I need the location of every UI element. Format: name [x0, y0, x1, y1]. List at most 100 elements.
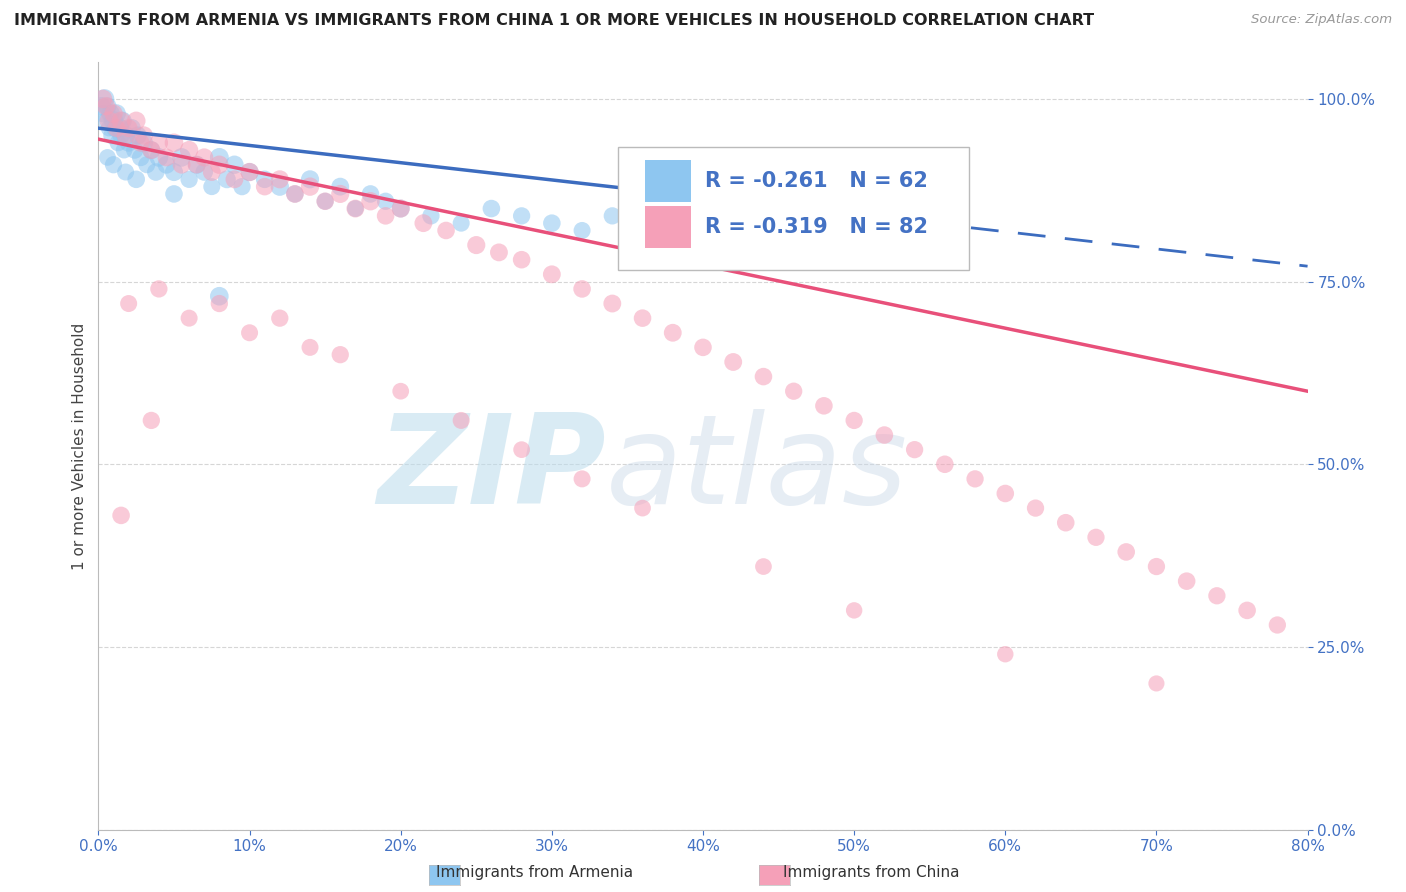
Point — [904, 442, 927, 457]
Point — [253, 179, 276, 194]
Y-axis label: 1 or more Vehicles in Household: 1 or more Vehicles in Household — [72, 322, 87, 570]
Point — [412, 216, 434, 230]
Point — [155, 158, 177, 172]
Point — [118, 121, 141, 136]
Point — [141, 413, 163, 427]
Point — [602, 296, 624, 310]
Point — [510, 209, 533, 223]
Point — [208, 150, 231, 164]
Point — [110, 114, 132, 128]
Point — [103, 106, 125, 120]
Point — [1267, 618, 1289, 632]
Point — [107, 136, 129, 150]
Point — [193, 165, 215, 179]
Point — [873, 428, 896, 442]
Point — [329, 179, 352, 194]
FancyBboxPatch shape — [619, 147, 969, 269]
Point — [1206, 589, 1229, 603]
Point — [114, 128, 136, 143]
Point — [96, 150, 118, 164]
Point — [201, 165, 224, 179]
Point — [571, 223, 593, 237]
Point — [481, 202, 503, 216]
Point — [239, 165, 262, 179]
Point — [170, 150, 193, 164]
Point — [224, 172, 246, 186]
Point — [661, 326, 683, 340]
Point — [129, 136, 152, 150]
Point — [132, 136, 155, 150]
Point — [434, 223, 457, 237]
Point — [1024, 501, 1046, 516]
Point — [135, 158, 157, 172]
Point — [224, 158, 246, 172]
Point — [360, 194, 382, 209]
Point — [540, 268, 562, 282]
Point — [124, 143, 146, 157]
Point — [374, 194, 396, 209]
Text: R = -0.319   N = 82: R = -0.319 N = 82 — [706, 218, 928, 237]
Point — [145, 165, 167, 179]
Point — [118, 136, 141, 150]
Point — [148, 282, 170, 296]
Point — [91, 92, 114, 106]
Point — [329, 348, 352, 362]
Point — [314, 194, 336, 209]
Point — [344, 202, 367, 216]
Point — [125, 172, 148, 186]
Point — [540, 216, 562, 230]
Point — [93, 92, 115, 106]
Point — [692, 340, 714, 354]
Point — [329, 186, 352, 201]
Point — [1085, 530, 1108, 544]
Text: IMMIGRANTS FROM ARMENIA VS IMMIGRANTS FROM CHINA 1 OR MORE VEHICLES IN HOUSEHOLD: IMMIGRANTS FROM ARMENIA VS IMMIGRANTS FR… — [14, 13, 1094, 29]
Point — [110, 128, 132, 143]
Point — [1175, 574, 1198, 589]
Point — [148, 136, 170, 150]
Point — [129, 150, 152, 164]
Point — [1144, 559, 1167, 574]
Point — [253, 172, 276, 186]
Point — [155, 150, 177, 164]
Point — [813, 399, 835, 413]
Point — [1054, 516, 1077, 530]
Point — [465, 238, 488, 252]
Point — [141, 143, 163, 157]
Point — [389, 202, 412, 216]
Point — [163, 136, 186, 150]
Point — [571, 472, 593, 486]
Point — [94, 99, 117, 113]
Point — [114, 128, 136, 143]
Point — [510, 442, 533, 457]
Text: Immigrants from Armenia: Immigrants from Armenia — [436, 865, 633, 880]
Point — [934, 457, 956, 471]
Point — [269, 179, 291, 194]
Point — [105, 106, 128, 120]
Point — [91, 106, 114, 120]
Point — [752, 559, 775, 574]
Point — [299, 172, 322, 186]
Point — [170, 158, 193, 172]
Text: ZIP: ZIP — [378, 409, 606, 530]
Point — [450, 216, 472, 230]
Point — [186, 158, 208, 172]
Point — [104, 121, 127, 136]
Point — [239, 165, 262, 179]
Point — [110, 508, 132, 523]
Point — [127, 128, 149, 143]
Point — [602, 209, 624, 223]
Point — [844, 413, 866, 427]
Text: Immigrants from China: Immigrants from China — [783, 865, 960, 880]
Point — [239, 326, 262, 340]
Point — [965, 472, 987, 486]
Point — [488, 245, 510, 260]
Point — [193, 150, 215, 164]
Point — [752, 369, 775, 384]
Point — [98, 121, 121, 136]
Point — [108, 121, 131, 136]
Point — [299, 340, 322, 354]
Text: atlas: atlas — [606, 409, 908, 530]
Point — [186, 158, 208, 172]
Point — [208, 158, 231, 172]
Point — [215, 172, 238, 186]
